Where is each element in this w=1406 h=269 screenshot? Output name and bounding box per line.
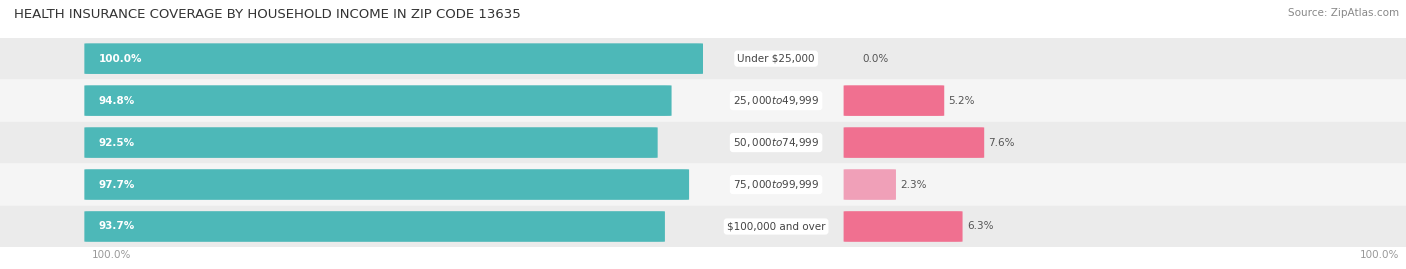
FancyBboxPatch shape [84, 169, 689, 200]
FancyBboxPatch shape [0, 206, 1406, 247]
FancyBboxPatch shape [84, 127, 658, 158]
Text: 6.3%: 6.3% [967, 221, 993, 232]
Text: $75,000 to $99,999: $75,000 to $99,999 [733, 178, 820, 191]
FancyBboxPatch shape [0, 164, 1406, 206]
Text: 97.7%: 97.7% [98, 179, 135, 190]
FancyBboxPatch shape [844, 211, 963, 242]
Text: 5.2%: 5.2% [949, 95, 974, 106]
Text: HEALTH INSURANCE COVERAGE BY HOUSEHOLD INCOME IN ZIP CODE 13635: HEALTH INSURANCE COVERAGE BY HOUSEHOLD I… [14, 8, 520, 21]
FancyBboxPatch shape [0, 122, 1406, 164]
FancyBboxPatch shape [844, 85, 945, 116]
Text: 100.0%: 100.0% [91, 250, 131, 260]
Text: 7.6%: 7.6% [988, 137, 1015, 148]
Text: $25,000 to $49,999: $25,000 to $49,999 [733, 94, 820, 107]
Text: 0.0%: 0.0% [862, 54, 889, 64]
FancyBboxPatch shape [84, 211, 665, 242]
Text: 94.8%: 94.8% [98, 95, 135, 106]
Text: $100,000 and over: $100,000 and over [727, 221, 825, 232]
FancyBboxPatch shape [84, 85, 672, 116]
FancyBboxPatch shape [844, 169, 896, 200]
FancyBboxPatch shape [844, 127, 984, 158]
Text: 92.5%: 92.5% [98, 137, 135, 148]
Text: Under $25,000: Under $25,000 [737, 54, 815, 64]
Text: 100.0%: 100.0% [1360, 250, 1399, 260]
Text: 93.7%: 93.7% [98, 221, 135, 232]
Text: 100.0%: 100.0% [98, 54, 142, 64]
Text: Source: ZipAtlas.com: Source: ZipAtlas.com [1288, 8, 1399, 18]
FancyBboxPatch shape [84, 43, 703, 74]
FancyBboxPatch shape [0, 38, 1406, 80]
FancyBboxPatch shape [0, 80, 1406, 122]
Text: $50,000 to $74,999: $50,000 to $74,999 [733, 136, 820, 149]
Text: 2.3%: 2.3% [900, 179, 927, 190]
